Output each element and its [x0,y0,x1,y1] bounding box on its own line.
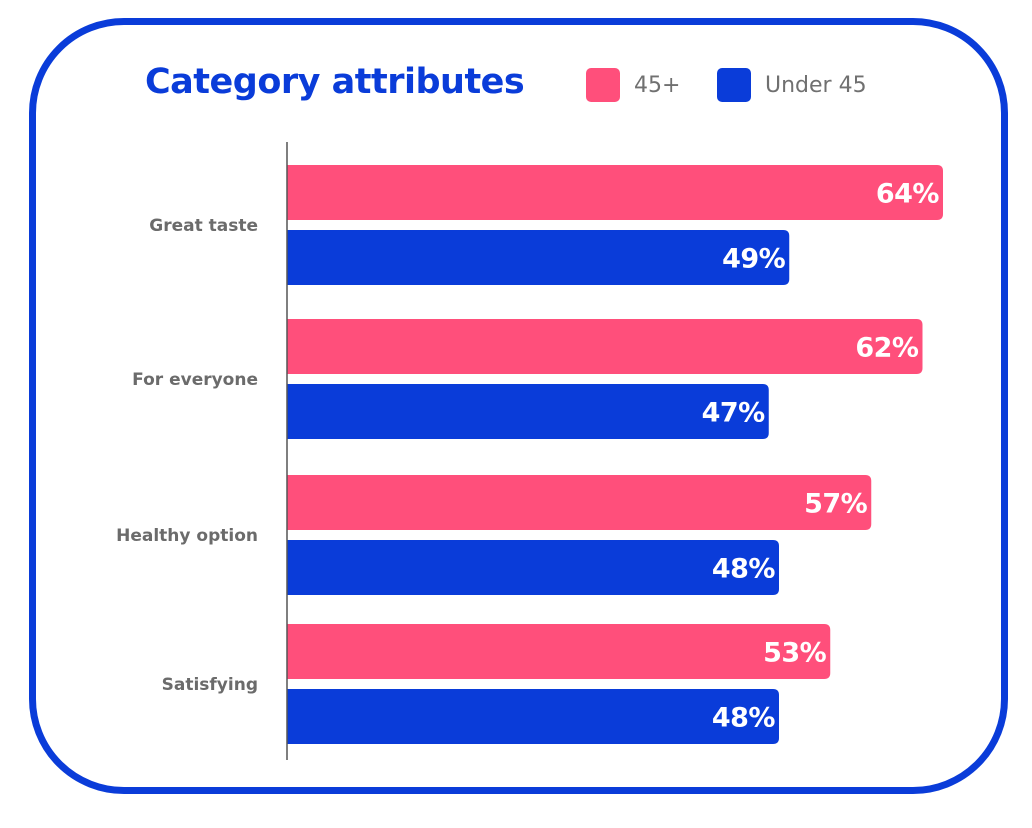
value-label-satisfying-under-45: 48% [712,703,776,734]
legend-swatch-45-plus [586,68,620,102]
bar-satisfying-under-45 [287,689,779,744]
legend-label-under-45: Under 45 [765,72,867,98]
value-label-great-taste-under-45: 49% [722,244,786,275]
legend-item-under-45: Under 45 [717,67,867,103]
category-label-satisfying: Satisfying [162,675,258,695]
category-label-great-taste: Great taste [149,216,258,236]
bar-healthy-option-45-plus [287,475,872,530]
legend-label-45-plus: 45+ [634,72,681,98]
chart-title: Category attributes [145,62,525,102]
bar-for-everyone-45-plus [287,319,923,374]
value-label-healthy-option-under-45: 48% [712,554,776,585]
category-label-for-everyone: For everyone [132,370,258,390]
legend-item-45-plus: 45+ [586,67,680,103]
value-label-for-everyone-45-plus: 62% [855,333,919,364]
legend-swatch-under-45 [717,68,751,102]
value-label-healthy-option-45-plus: 57% [804,489,868,520]
bar-healthy-option-under-45 [287,540,779,595]
value-label-great-taste-45-plus: 64% [876,179,940,210]
value-label-for-everyone-under-45: 47% [702,398,766,429]
bar-great-taste-45-plus [287,165,943,220]
bar-satisfying-45-plus [287,624,831,679]
bar-great-taste-under-45 [287,230,790,285]
bar-for-everyone-under-45 [287,384,769,439]
value-label-satisfying-45-plus: 53% [763,638,827,669]
category-label-healthy-option: Healthy option [116,526,258,546]
